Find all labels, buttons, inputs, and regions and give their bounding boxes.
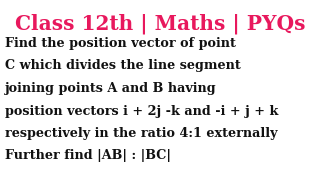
Text: joining points A and B having: joining points A and B having	[5, 82, 217, 95]
Text: Find the position vector of point: Find the position vector of point	[5, 37, 236, 50]
Text: Further find |AB| : |BC|: Further find |AB| : |BC|	[5, 150, 171, 163]
Text: Class 12th | Maths | PYQs: Class 12th | Maths | PYQs	[15, 13, 305, 33]
Text: respectively in the ratio 4:1 externally: respectively in the ratio 4:1 externally	[5, 127, 277, 140]
Text: position vectors i + 2j -k and -i + j + k: position vectors i + 2j -k and -i + j + …	[5, 105, 278, 118]
Text: C which divides the line segment: C which divides the line segment	[5, 60, 241, 73]
